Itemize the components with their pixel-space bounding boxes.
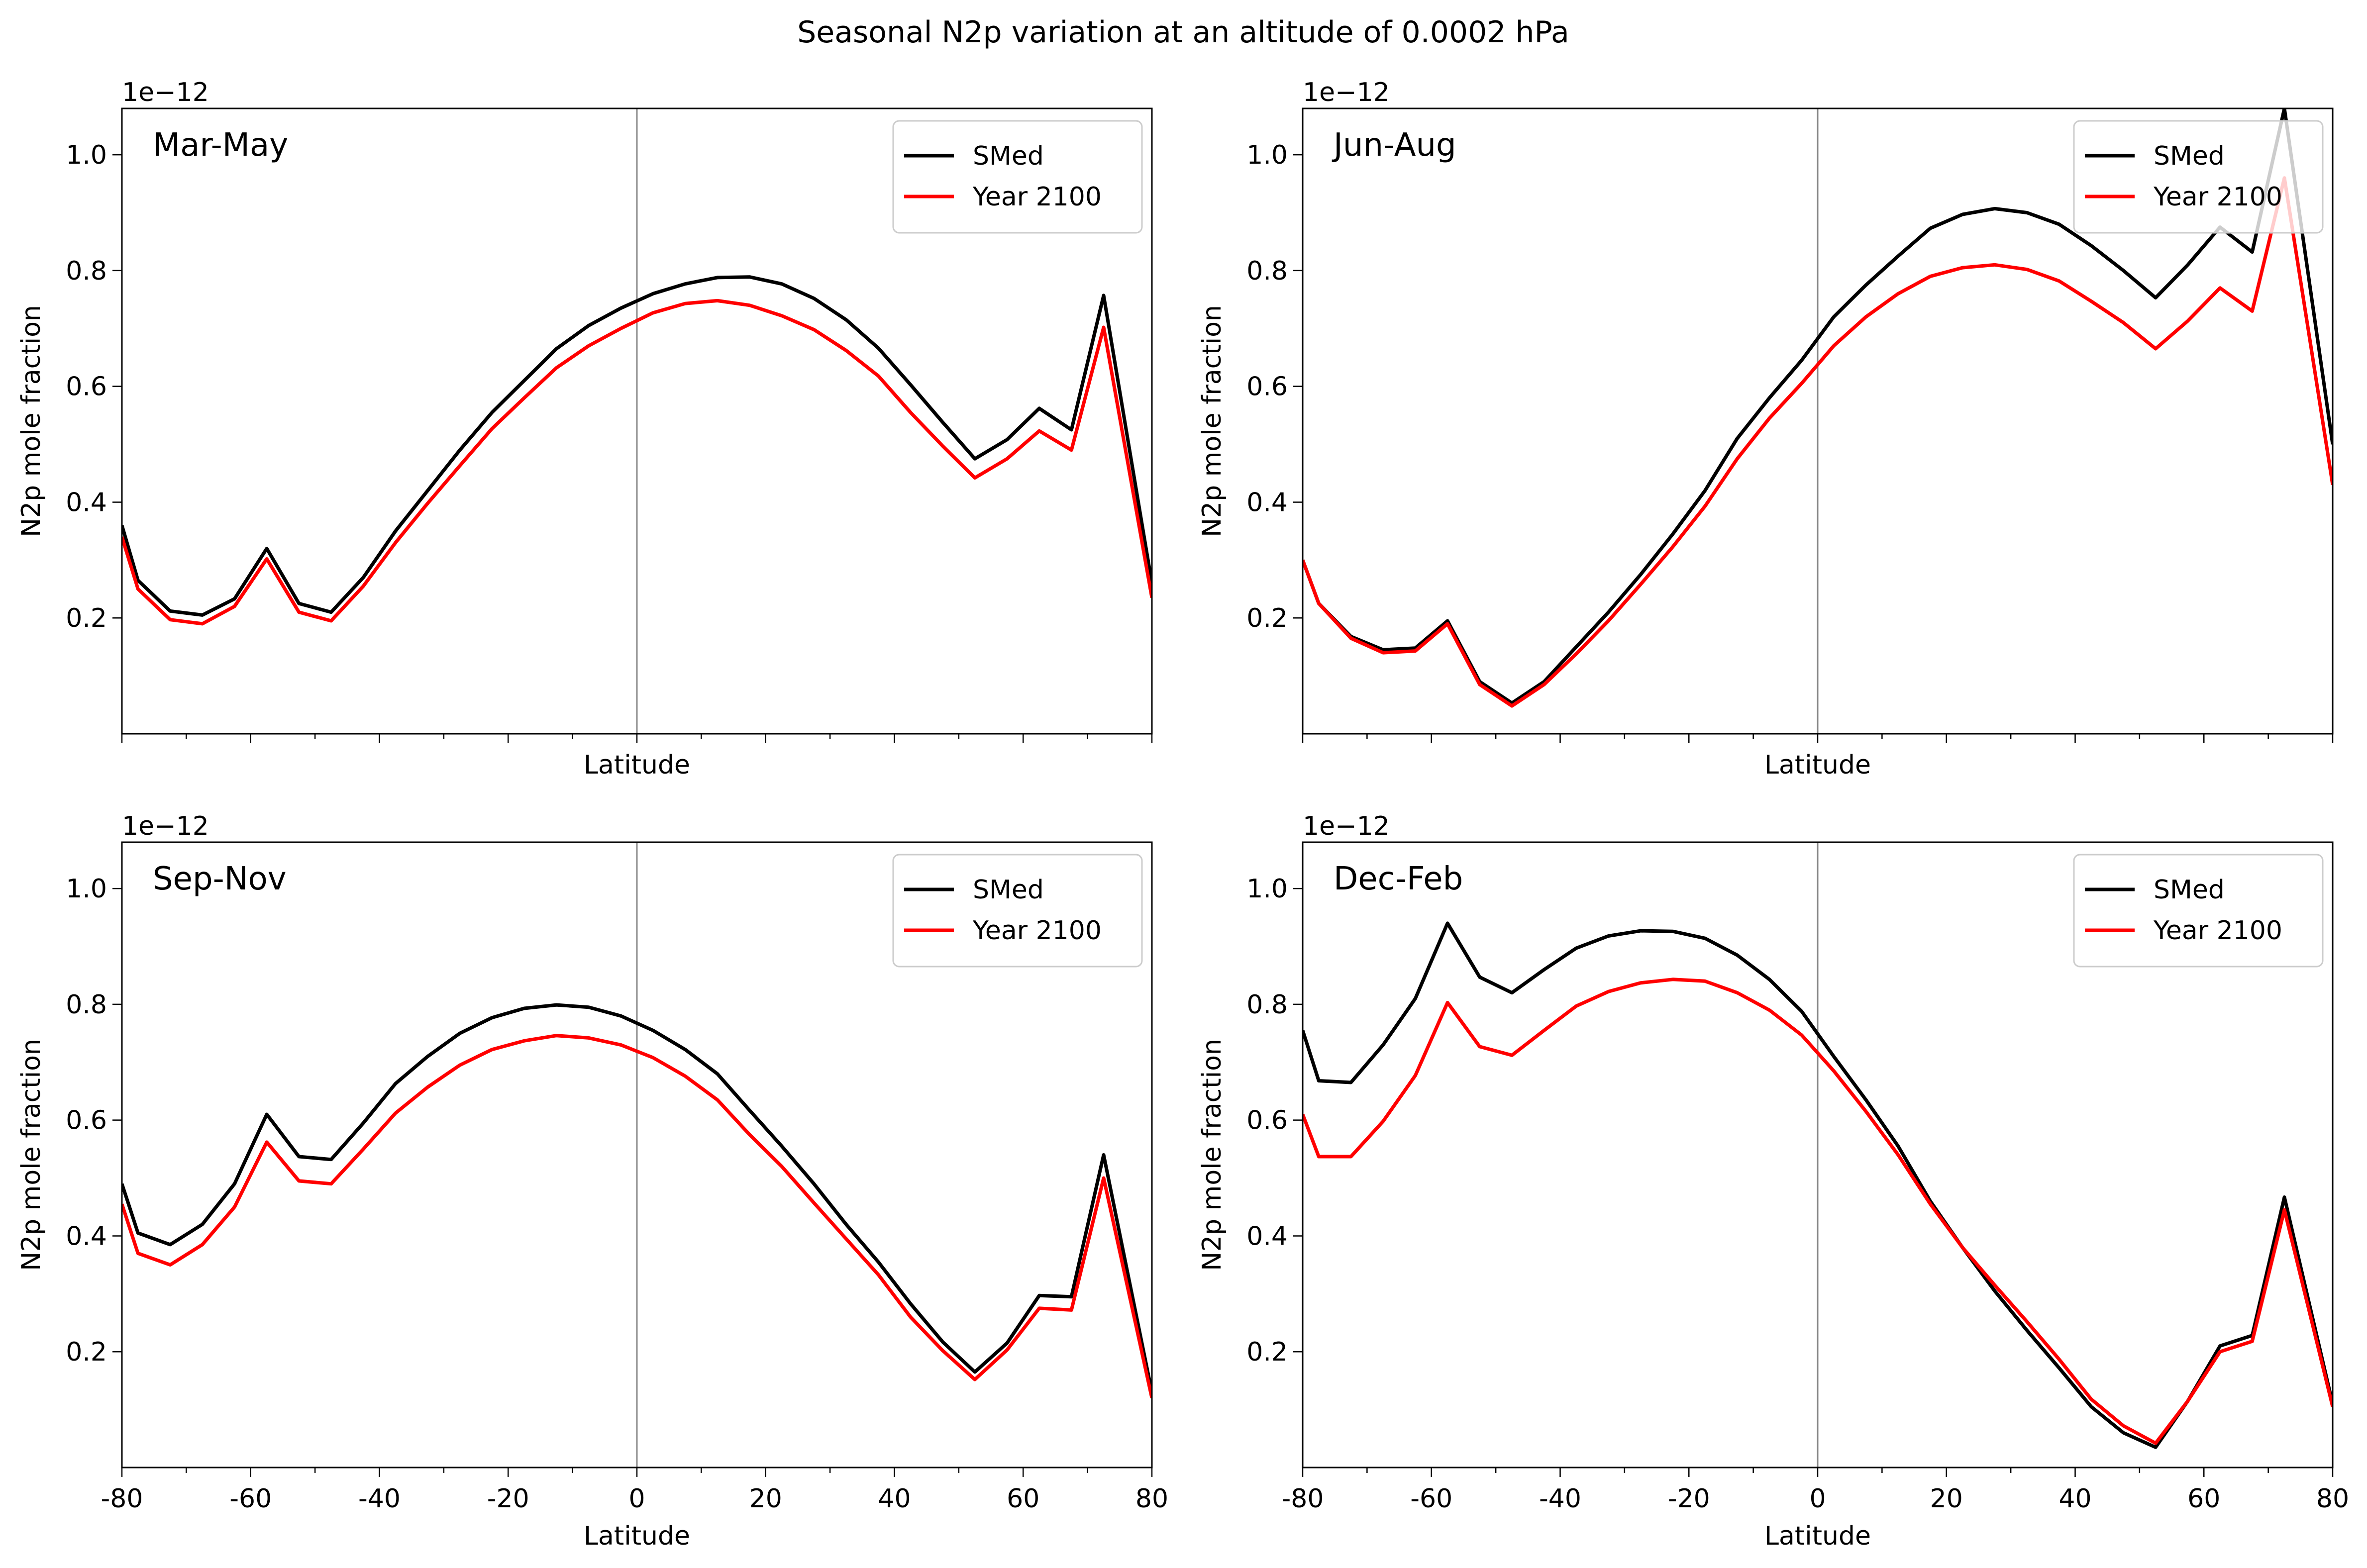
legend-box [2073,854,2324,968]
x-tick-label: -80 [1282,1484,1324,1514]
y-tick-label: 0.2 [66,1337,107,1367]
x-tick-label: 0 [628,1484,645,1514]
y-tick-label: 1.0 [1246,140,1288,170]
y-tick-label: 1.0 [66,874,107,904]
y-offset-label: 1e−12 [122,78,209,107]
y-offset-label: 1e−12 [122,811,209,841]
y-tick-label: 0.6 [66,372,107,402]
x-tick-label: 40 [878,1484,911,1514]
panels: 0.2 0.4 0.6 0.8 1.0 1e−12 Mar-May Latitude N2p m… [16,78,2349,1551]
series-line-year-2100 [122,1034,1152,1399]
y-tick-label: 0.6 [1246,372,1288,402]
y-tick-label: 1.0 [1246,874,1288,904]
series-line-year-2100 [1303,176,2333,708]
legend: SMed Year 2100 [2073,120,2324,234]
y-tick-label: 0.8 [1246,256,1288,286]
y-offset-label: 1e−12 [1303,78,1390,107]
legend-box [2073,120,2324,234]
series-line-smed [122,1003,1152,1393]
axes-frame [1302,841,2334,1469]
panel-title: Jun-Aug [1332,127,1456,164]
x-tick-label: 60 [2187,1484,2220,1514]
series-line-year-2100 [1303,978,2333,1445]
x-tick-label: -40 [358,1484,401,1514]
x-tick-label: -40 [1539,1484,1581,1514]
y-tick-label: 0.2 [1246,1337,1288,1367]
x-tick-label: -20 [1668,1484,1710,1514]
x-axis-label: Latitude [1764,750,1871,780]
y-offset-label: 1e−12 [1303,811,1390,841]
series-line-year-2100 [122,298,1152,626]
y-tick-label: 0.4 [66,1221,107,1251]
legend-label: Year 2100 [972,916,1102,946]
axes-frame [1302,107,2334,735]
x-axis-label: Latitude [1764,1521,1871,1551]
y-tick-label: 0.8 [66,256,107,286]
y-axis-label: N2p mole fraction [16,1039,46,1271]
y-axis-label: N2p mole fraction [1197,1039,1227,1271]
x-tick-label: 80 [2316,1484,2349,1514]
y-tick-label: 0.8 [66,990,107,1020]
x-tick-label: -20 [487,1484,529,1514]
legend-label: Year 2100 [2153,916,2282,946]
y-tick-label: 0.2 [1246,603,1288,633]
y-tick-label: 0.4 [1246,488,1288,517]
y-axis-label: N2p mole fraction [1197,305,1227,537]
legend-label: SMed [973,141,1044,171]
x-tick-label: -80 [101,1484,143,1514]
axes-frame [121,107,1153,735]
legend: SMed Year 2100 [892,120,1143,234]
y-tick-label: 0.6 [1246,1106,1288,1136]
y-tick-label: 0.2 [66,603,107,633]
x-tick-label: 20 [749,1484,782,1514]
panel-title: Sep-Nov [153,861,287,897]
x-tick-label: -60 [229,1484,272,1514]
panel-1: 0.2 0.4 0.6 0.8 1.0 1e−12 Mar-May Latitude N2p m… [16,78,1153,780]
y-tick-label: 0.8 [1246,990,1288,1020]
panel-title: Dec-Feb [1334,861,1463,897]
x-tick-label: 0 [1809,1484,1826,1514]
legend-label: SMed [2154,875,2225,905]
legend-box [892,854,1143,968]
y-axis-label: N2p mole fraction [16,305,46,537]
panel-4: -80 -60 -40 -20 0 20 40 60 80 0.2 0.4 0.6 0.8 1.0 1e−1… [1197,811,2349,1551]
legend: SMed Year 2100 [2073,854,2324,968]
legend-label: Year 2100 [2153,182,2282,212]
x-axis-label: Latitude [584,1521,690,1551]
figure-title: Seasonal N2p variation at an altitude of… [797,15,1569,50]
series-line-smed [122,275,1152,617]
y-tick-label: 0.4 [66,488,107,517]
x-tick-label: 20 [1930,1484,1963,1514]
axes-frame [121,841,1153,1469]
panel-2: 0.2 0.4 0.6 0.8 1.0 1e−12 Jun-Aug Latitude N2p m… [1197,78,2334,780]
legend-label: SMed [2154,141,2225,171]
x-tick-label: 40 [2058,1484,2091,1514]
y-tick-label: 0.6 [66,1106,107,1136]
y-tick-label: 0.4 [1246,1221,1288,1251]
y-tick-label: 1.0 [66,140,107,170]
x-tick-label: 60 [1007,1484,1039,1514]
panel-3: -80 -60 -40 -20 0 20 40 60 80 0.2 0.4 0.6 0.8 1.0 1e−1… [16,811,1168,1551]
x-tick-label: 80 [1135,1484,1168,1514]
panel-title: Mar-May [153,127,288,164]
x-tick-label: -60 [1410,1484,1452,1514]
legend-box [892,120,1143,234]
legend: SMed Year 2100 [892,854,1143,968]
x-axis-label: Latitude [584,750,690,780]
legend-label: SMed [973,875,1044,905]
legend-label: Year 2100 [972,182,1102,212]
series-line-smed [1303,921,2333,1449]
